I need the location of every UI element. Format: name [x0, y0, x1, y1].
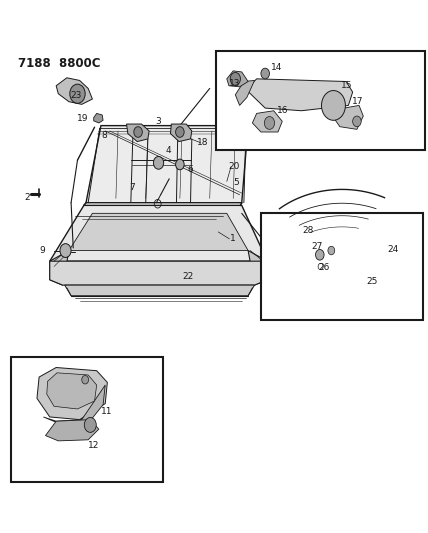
Text: 28: 28: [302, 226, 314, 235]
Circle shape: [261, 68, 270, 79]
Polygon shape: [170, 124, 192, 142]
Circle shape: [134, 127, 143, 138]
Text: 5: 5: [234, 178, 240, 187]
Polygon shape: [65, 285, 255, 296]
Text: 27: 27: [312, 242, 323, 251]
Polygon shape: [246, 79, 353, 111]
Bar: [261, 213, 423, 320]
Text: 24: 24: [387, 245, 399, 254]
Circle shape: [175, 159, 184, 169]
Bar: [216, 51, 425, 150]
Text: 19: 19: [77, 114, 88, 123]
Circle shape: [84, 417, 96, 432]
Text: 7: 7: [129, 183, 135, 192]
Circle shape: [60, 244, 71, 257]
Text: 12: 12: [88, 441, 99, 450]
Polygon shape: [127, 124, 149, 142]
Circle shape: [328, 246, 335, 255]
Polygon shape: [50, 251, 69, 285]
Text: 2: 2: [24, 193, 30, 202]
Circle shape: [82, 375, 89, 384]
Text: 11: 11: [101, 407, 112, 416]
Polygon shape: [45, 419, 99, 441]
Circle shape: [315, 249, 324, 260]
Polygon shape: [86, 126, 248, 203]
Polygon shape: [50, 261, 268, 285]
Text: 14: 14: [271, 63, 283, 71]
Polygon shape: [248, 251, 268, 285]
Text: 8: 8: [101, 131, 107, 140]
Polygon shape: [253, 111, 282, 132]
Text: 7188  8800C: 7188 8800C: [18, 56, 100, 69]
Text: 3: 3: [156, 117, 161, 126]
Text: 1: 1: [229, 235, 235, 244]
Text: 4: 4: [166, 146, 171, 155]
Text: 15: 15: [342, 81, 353, 90]
Text: 9: 9: [40, 246, 45, 255]
Polygon shape: [47, 373, 97, 409]
Polygon shape: [94, 114, 103, 123]
Circle shape: [353, 116, 361, 127]
Polygon shape: [56, 78, 92, 104]
Text: 25: 25: [366, 277, 377, 286]
Circle shape: [321, 91, 345, 120]
Polygon shape: [43, 385, 105, 422]
Bar: [12, 357, 163, 482]
Circle shape: [230, 72, 241, 85]
Text: 26: 26: [318, 263, 330, 272]
Text: 23: 23: [71, 91, 82, 100]
Polygon shape: [37, 368, 107, 419]
Circle shape: [153, 157, 163, 169]
Text: 18: 18: [197, 138, 208, 147]
Circle shape: [265, 117, 275, 130]
Polygon shape: [69, 213, 248, 251]
Text: 13: 13: [229, 78, 240, 87]
Polygon shape: [334, 106, 363, 130]
Text: 22: 22: [183, 272, 194, 280]
Polygon shape: [235, 80, 255, 106]
Text: 6: 6: [187, 165, 193, 174]
Text: 16: 16: [276, 106, 288, 115]
Circle shape: [175, 127, 184, 138]
Text: 17: 17: [352, 97, 363, 106]
Circle shape: [70, 84, 85, 103]
Text: 20: 20: [229, 162, 240, 171]
Polygon shape: [227, 71, 248, 87]
Polygon shape: [50, 205, 268, 261]
